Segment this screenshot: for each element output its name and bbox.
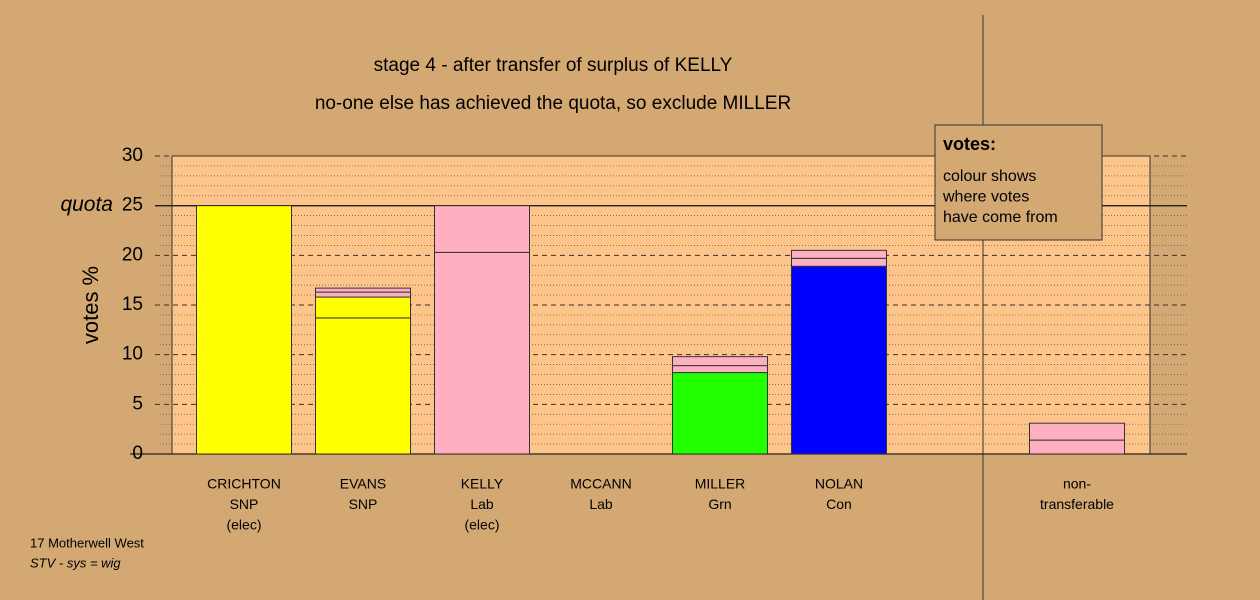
x-tick-label: SNP xyxy=(349,496,378,512)
footer: 17 Motherwell West xyxy=(30,535,144,550)
quota-label: quota xyxy=(60,193,113,216)
bar-segment xyxy=(791,257,887,267)
y-tick-label: 15 xyxy=(122,294,143,315)
bar-segment xyxy=(1029,422,1125,441)
x-tick-label: Lab xyxy=(470,496,494,512)
y-tick-label: 5 xyxy=(132,393,143,414)
bar-segment xyxy=(672,372,768,455)
y-tick-label: 0 xyxy=(132,443,143,464)
legend-line: have come from xyxy=(943,209,1058,226)
legend-title: votes: xyxy=(943,134,996,154)
bar-segment xyxy=(1029,439,1125,455)
x-tick-label: SNP xyxy=(230,496,259,512)
bar-segment xyxy=(791,249,887,259)
y-axis-label: votes % xyxy=(78,266,103,344)
x-tick-label: non- xyxy=(1063,476,1091,492)
x-tick-label: CRICHTON xyxy=(207,476,281,492)
bar-segment xyxy=(672,365,768,374)
bar-segment xyxy=(434,251,530,455)
bar-segment xyxy=(672,356,768,367)
x-tick-label: Con xyxy=(826,496,852,512)
x-tick-label: (elec) xyxy=(226,517,261,533)
x-tick-label: Lab xyxy=(589,496,613,512)
bar-segment xyxy=(315,296,411,319)
bar-segment xyxy=(315,317,411,455)
x-tick-label: MILLER xyxy=(695,476,746,492)
chart-subtitle: no-one else has achieved the quota, so e… xyxy=(315,93,791,114)
x-tick-label: (elec) xyxy=(464,517,499,533)
x-tick-label: EVANS xyxy=(340,476,386,492)
bars xyxy=(130,155,1187,455)
legend xyxy=(934,124,1103,241)
y-tick-label: 20 xyxy=(122,244,143,265)
x-tick-label: NOLAN xyxy=(815,476,863,492)
legend-line: where votes xyxy=(942,189,1029,206)
x-tick-label: KELLY xyxy=(461,476,504,492)
bar-segment xyxy=(315,287,411,293)
bar-segment xyxy=(315,291,411,298)
y-tick-label: 25 xyxy=(122,195,143,216)
x-tick-label: transferable xyxy=(1040,496,1114,512)
legend-line: colour shows xyxy=(943,168,1036,185)
legend-text: colour shows where votes have come from xyxy=(942,168,1058,226)
chart-title: stage 4 - after transfer of surplus of K… xyxy=(374,55,733,76)
y-tick-label: 30 xyxy=(122,145,143,166)
x-tick-label: Grn xyxy=(708,496,731,512)
bar-segment xyxy=(791,265,887,455)
y-tick-label: 10 xyxy=(122,344,143,365)
footer: STV - sys = wig xyxy=(30,555,121,570)
bar-segment xyxy=(196,205,292,455)
bar-segment xyxy=(434,205,530,253)
x-tick-label: MCCANN xyxy=(570,476,631,492)
